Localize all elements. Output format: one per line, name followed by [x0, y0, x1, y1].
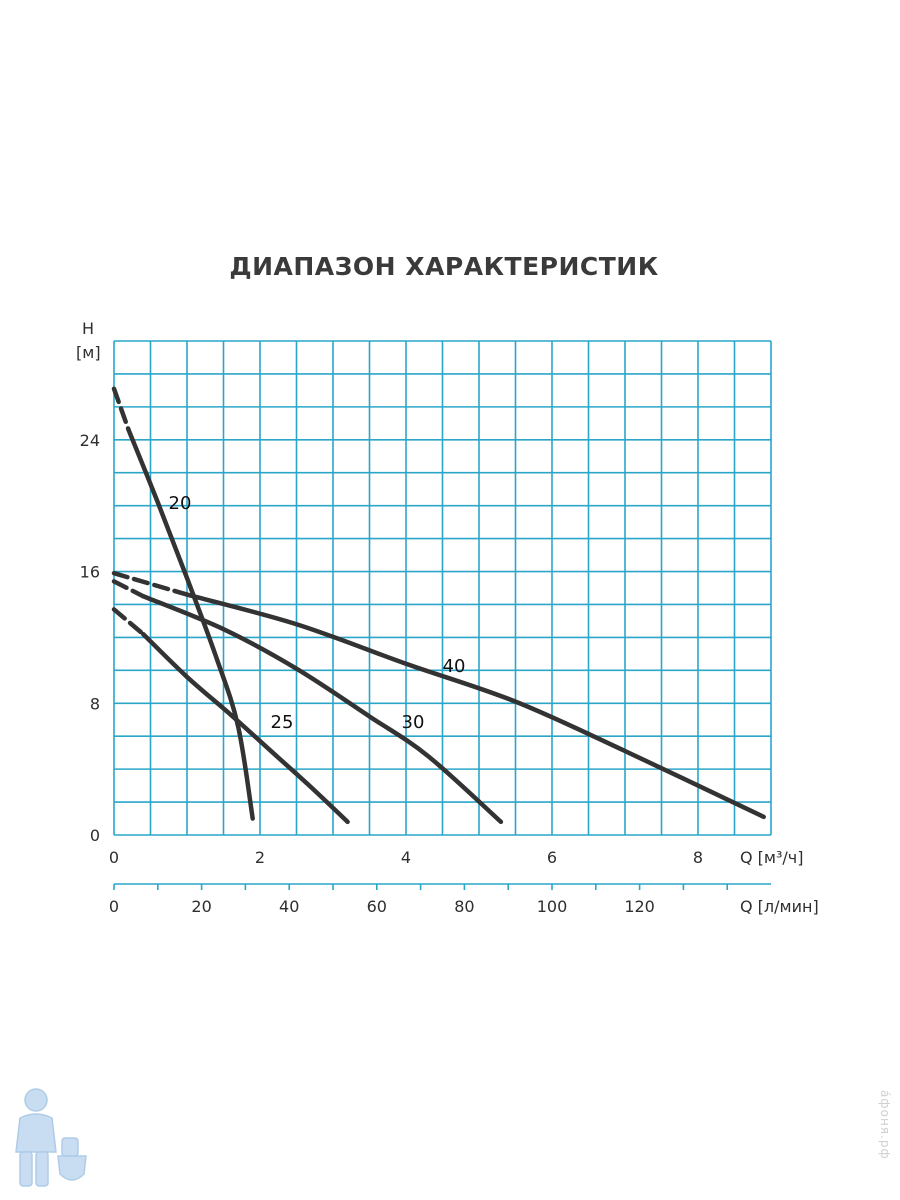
y-tick-label: 24	[80, 431, 100, 450]
curve-25-dashed	[111, 607, 146, 637]
x-tick-label: 6	[547, 848, 557, 867]
curve-20-dashed	[111, 386, 131, 433]
curve-label-30: 30	[402, 712, 425, 733]
x2-tick-label: 120	[624, 897, 655, 916]
curve-label-25: 25	[271, 712, 294, 733]
curve-labels: 20 25 30 40	[169, 493, 466, 733]
x-axis-label: Q [м³/ч]	[740, 848, 804, 867]
curves	[111, 386, 766, 825]
x2-tick-label: 100	[537, 897, 568, 916]
curve-30-dashed	[111, 579, 146, 599]
x-tick-label: 4	[401, 848, 411, 867]
curve-label-40: 40	[443, 656, 466, 677]
x-tick-label: 8	[693, 848, 703, 867]
x2-tick-label: 40	[279, 897, 299, 916]
x-tick-label: 2	[255, 848, 265, 867]
x2-tick-label: 80	[454, 897, 474, 916]
y-tick-label: 0	[90, 826, 100, 845]
x2-tick-label: 0	[109, 897, 119, 916]
curve-25	[140, 631, 350, 825]
plumber-mascot-icon	[6, 1082, 96, 1198]
y-tick-label: 16	[80, 563, 100, 582]
curve-20	[126, 427, 255, 821]
x-axis2-label: Q [л/мин]	[740, 897, 819, 916]
curve-label-20: 20	[169, 493, 192, 514]
grid	[113, 340, 772, 836]
curve-40	[184, 592, 766, 820]
y-tick-label: 8	[90, 694, 100, 713]
y-axis-unit: [м]	[76, 343, 101, 362]
y-axis-label: H	[82, 319, 94, 338]
x2-tick-label: 20	[191, 897, 211, 916]
watermark: а́фоня.рф	[878, 1090, 892, 1160]
curve-40-dashed	[111, 570, 190, 597]
x-tick-label: 0	[109, 848, 119, 867]
chart-title: ДИАПАЗОН ХАРАКТЕРИСТИК	[229, 252, 659, 281]
curve-30	[140, 593, 504, 825]
x2-tick-label: 60	[367, 897, 387, 916]
